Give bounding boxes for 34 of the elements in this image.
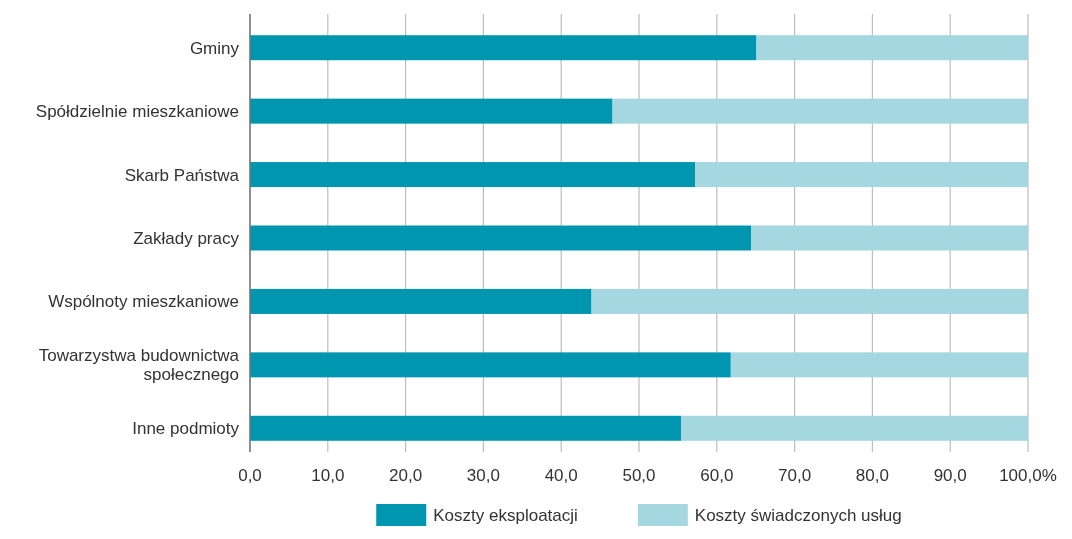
bar — [751, 225, 1028, 251]
bar — [250, 162, 696, 188]
y-tick-label: Gminy — [189, 38, 240, 58]
bar — [612, 98, 1028, 124]
x-tick-label: 50,0 — [622, 466, 656, 485]
y-tick-label: Zakłady pracy — [133, 229, 240, 248]
x-tick-label: 100,0% — [999, 466, 1057, 485]
y-tick-label: Spółdzielnie mieszkaniowe — [35, 102, 239, 122]
y-tick-label: Skarb Państwa — [124, 165, 240, 185]
bar — [695, 162, 1028, 188]
x-tick-label: 90,0 — [933, 466, 967, 485]
y-tick-label: Wspólnoty mieszkaniowe — [48, 292, 239, 312]
x-tick-label: 30,0 — [466, 466, 500, 485]
x-tick-label: 0,0 — [238, 466, 262, 485]
legend-label: Koszty eksploatacji — [433, 506, 578, 525]
bar — [250, 352, 731, 378]
bar — [681, 415, 1028, 441]
x-tick-label: 40,0 — [544, 466, 578, 485]
bar — [591, 288, 1028, 314]
x-tick-label: 80,0 — [855, 466, 889, 485]
bar — [730, 352, 1028, 378]
x-tick-label: 70,0 — [778, 466, 812, 485]
x-tick-label: 20,0 — [389, 466, 423, 485]
bar — [756, 35, 1028, 61]
y-tick-label: Inne podmioty — [132, 419, 240, 439]
legend-label: Koszty świadczonych usług — [694, 506, 902, 525]
x-tick-label: 60,0 — [700, 466, 734, 485]
bar — [250, 415, 682, 441]
bar — [250, 98, 613, 124]
x-tick-label: 10,0 — [311, 466, 345, 485]
bar — [250, 35, 757, 61]
bar — [250, 225, 752, 251]
y-tick-label: Towarzystwa budownictwa społecznego — [38, 346, 240, 385]
bar — [250, 288, 592, 314]
